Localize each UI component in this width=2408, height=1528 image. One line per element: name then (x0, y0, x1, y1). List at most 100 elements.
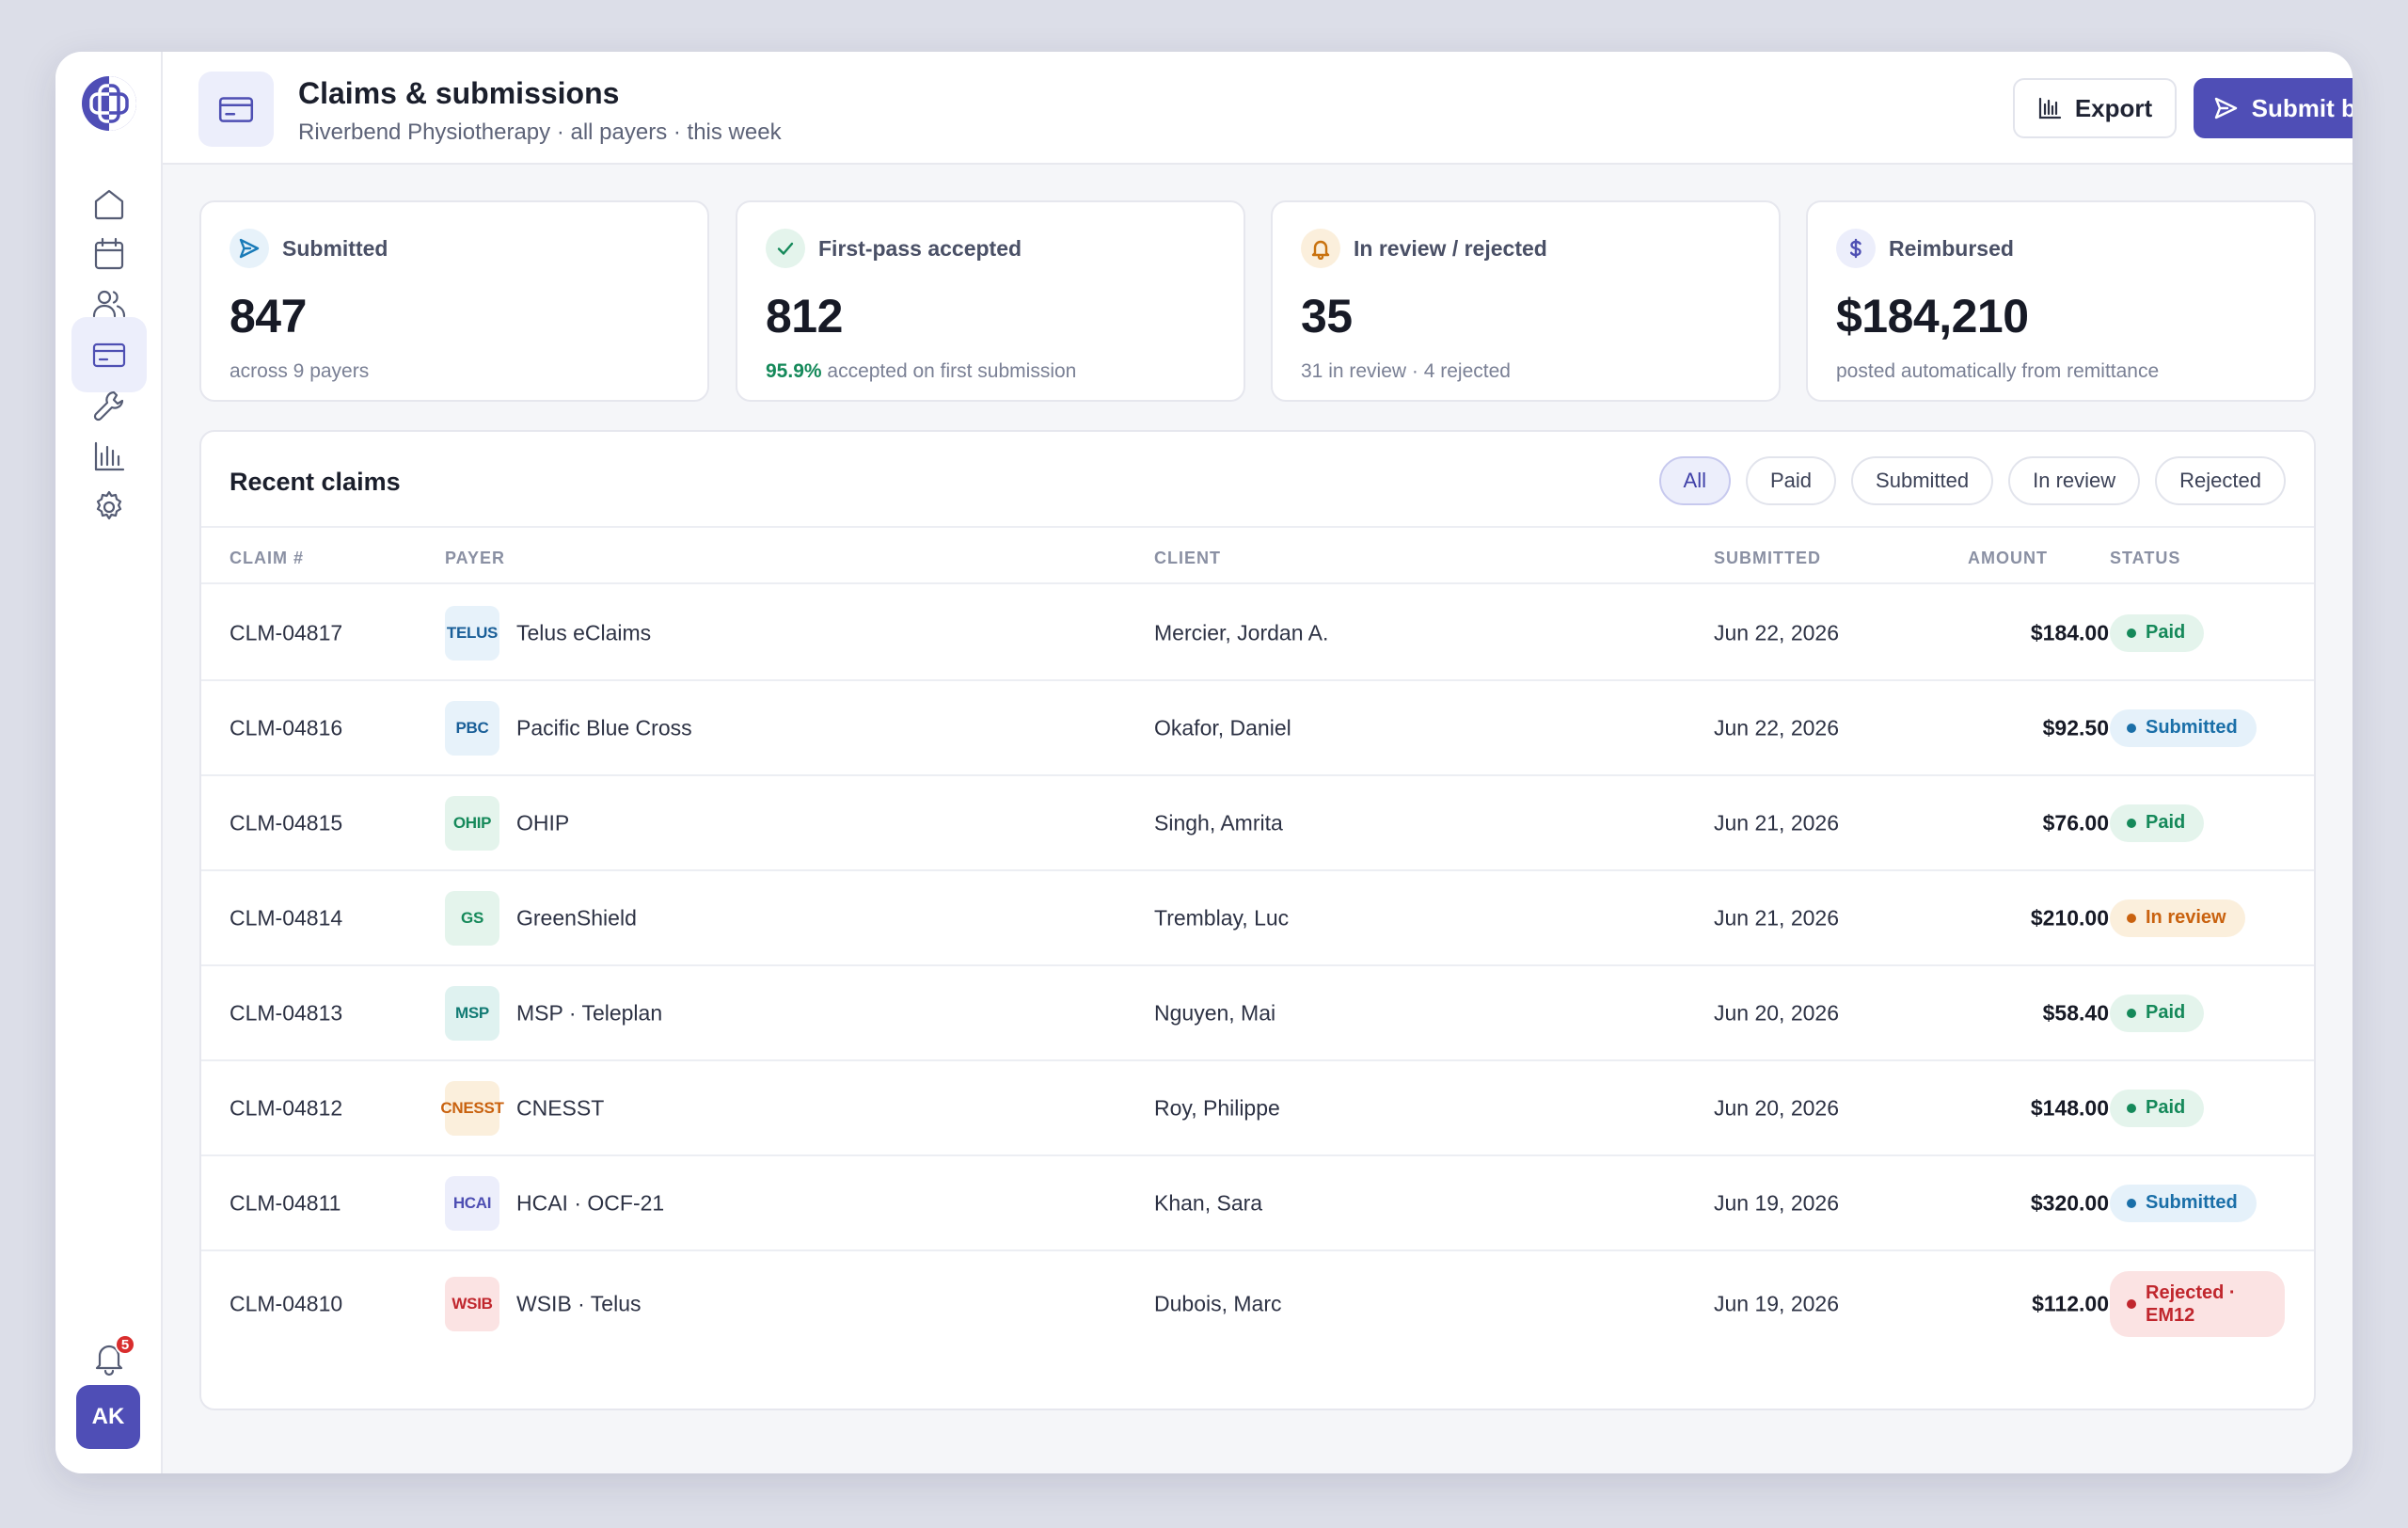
status-dot (2127, 628, 2136, 638)
bell-icon (95, 1345, 123, 1377)
payer-name: MSP · Teleplan (516, 1000, 663, 1025)
payer-logo: PBC (445, 700, 499, 756)
submitted-date: Jun 22, 2026 (1714, 715, 1840, 740)
filter-all[interactable]: All (1658, 456, 1731, 505)
filter-rejected[interactable]: Rejected (2155, 456, 2286, 505)
notifications-button[interactable]: 5 (71, 1320, 147, 1395)
column-submitted[interactable]: SUBMITTED (1714, 549, 1821, 567)
payer-logo: TELUS (445, 605, 499, 661)
app-logo-icon[interactable] (80, 74, 138, 133)
stat-card-submitted: Submitted 847 across 9 payers (199, 200, 709, 402)
page-header: Claims & submissions Riverbend Physiothe… (163, 52, 2353, 165)
claim-id[interactable]: CLM-04810 (230, 1291, 343, 1316)
table-row[interactable]: CLM-04812 CNESST CNESST Roy, Philippe Jun 20… (201, 1061, 2314, 1156)
payer-name: HCAI · OCF-21 (516, 1190, 665, 1215)
payer-name: OHIP (516, 810, 570, 835)
bell-icon (1301, 229, 1340, 268)
submit-batch-button[interactable]: Submit batch (2194, 78, 2353, 138)
page-title: Claims & submissions (298, 76, 620, 110)
nav-home[interactable] (71, 167, 147, 242)
claim-amount: $184.00 (2030, 620, 2109, 645)
page-subtitle: Riverbend Physiotherapy · all payers · t… (298, 119, 782, 145)
client-name: Mercier, Jordan A. (1154, 620, 1329, 645)
claim-amount: $210.00 (2030, 905, 2109, 930)
stat-label: First-pass accepted (818, 236, 1022, 261)
status-label: Paid (2146, 1097, 2186, 1118)
stat-label: In review / rejected (1354, 236, 1547, 261)
claim-id[interactable]: CLM-04814 (230, 905, 343, 930)
payer-logo: HCAI (445, 1175, 499, 1231)
claim-amount: $112.00 (2032, 1291, 2109, 1316)
column-status[interactable]: STATUS (2110, 549, 2181, 567)
submitted-date: Jun 19, 2026 (1714, 1291, 1840, 1316)
table-row[interactable]: CLM-04810 WSIB WSIB · Telus Dubois, Marc Jun… (201, 1251, 2314, 1357)
status-filters: All Paid Submitted In review Rejected (1658, 456, 2286, 505)
stat-label: Reimbursed (1889, 236, 2014, 261)
filter-in-review[interactable]: In review (2008, 456, 2141, 505)
table-row[interactable]: CLM-04817 TELUS Telus eClaims Mercier, Jord… (201, 586, 2314, 681)
recent-claims-card: Recent claims All Paid Submitted In revi… (199, 430, 2316, 1410)
status-badge: Submitted (2110, 708, 2257, 747)
stat-value: $184,210 (1836, 290, 2029, 342)
claim-id[interactable]: CLM-04813 (230, 1000, 343, 1025)
submitted-date: Jun 21, 2026 (1714, 905, 1840, 930)
stat-label: Submitted (282, 236, 388, 261)
claim-id[interactable]: CLM-04815 (230, 810, 343, 835)
export-button[interactable]: Export (2013, 78, 2177, 138)
status-dot (2127, 1103, 2136, 1113)
table-row[interactable]: CLM-04815 OHIP OHIP Singh, Amrita Jun 21, 20… (201, 776, 2314, 871)
status-badge: Paid (2110, 1089, 2205, 1127)
claim-amount: $148.00 (2030, 1095, 2109, 1120)
status-badge: In review (2110, 899, 2245, 937)
check-icon (766, 229, 805, 268)
table-row[interactable]: CLM-04813 MSP MSP · Teleplan Nguyen, Mai Jun… (201, 966, 2314, 1061)
claim-amount: $76.00 (2042, 810, 2109, 835)
bar-chart-icon (94, 441, 125, 471)
submitted-date: Jun 22, 2026 (1714, 620, 1840, 645)
table-row[interactable]: CLM-04816 PBC Pacific Blue Cross Okafor, Da… (201, 681, 2314, 776)
submit-batch-label: Submit batch (2251, 93, 2353, 122)
status-badge: Rejected · EM12 (2110, 1271, 2285, 1337)
status-label: In review (2146, 907, 2226, 928)
claim-id[interactable]: CLM-04817 (230, 620, 343, 645)
status-dot (2127, 913, 2136, 923)
status-dot (2127, 818, 2136, 828)
payer-logo: OHIP (445, 795, 499, 851)
filter-paid[interactable]: Paid (1746, 456, 1837, 505)
submitted-date: Jun 20, 2026 (1714, 1000, 1840, 1025)
column-payer[interactable]: PAYER (445, 549, 506, 567)
claim-amount: $320.00 (2030, 1190, 2109, 1215)
claim-id[interactable]: CLM-04816 (230, 715, 343, 740)
status-dot (2127, 1198, 2136, 1208)
status-dot (2127, 1008, 2136, 1018)
nav-clients[interactable] (71, 266, 147, 342)
nav-tools[interactable] (71, 368, 147, 443)
filter-submitted[interactable]: Submitted (1851, 456, 1994, 505)
nav-settings[interactable] (71, 470, 147, 545)
payer-name: CNESST (516, 1095, 605, 1120)
nav-reports[interactable] (71, 419, 147, 494)
nav-claims[interactable] (71, 317, 147, 392)
status-label: Paid (2146, 622, 2186, 643)
claim-id[interactable]: CLM-04812 (230, 1095, 343, 1120)
table-row[interactable]: CLM-04814 GS GreenShield Tremblay, Luc Jun 2… (201, 871, 2314, 966)
payer-logo: CNESST (440, 1080, 504, 1136)
client-name: Nguyen, Mai (1154, 1000, 1276, 1025)
stat-note: 95.9% accepted on first submission (766, 360, 1076, 383)
claim-id[interactable]: CLM-04811 (230, 1190, 341, 1215)
client-name: Okafor, Daniel (1154, 715, 1291, 740)
dollar-icon (1836, 229, 1876, 268)
status-dot (2127, 1299, 2136, 1309)
payer-name: Telus eClaims (516, 620, 652, 645)
column-amount[interactable]: AMOUNT (1968, 549, 2048, 567)
stat-card-reimbursed: Reimbursed $184,210 posted automatically… (1806, 200, 2316, 402)
user-avatar[interactable]: AK (76, 1385, 140, 1449)
stat-value: 847 (230, 290, 307, 342)
stat-value: 35 (1301, 290, 1353, 342)
stat-note-text: accepted on first submission (827, 360, 1077, 382)
column-claim[interactable]: CLAIM # (230, 549, 304, 567)
nav-calendar[interactable] (71, 216, 147, 292)
table-row[interactable]: CLM-04811 HCAI HCAI · OCF-21 Khan, Sara Jun … (201, 1156, 2314, 1251)
submitted-date: Jun 21, 2026 (1714, 810, 1840, 835)
column-client[interactable]: CLIENT (1154, 549, 1221, 567)
